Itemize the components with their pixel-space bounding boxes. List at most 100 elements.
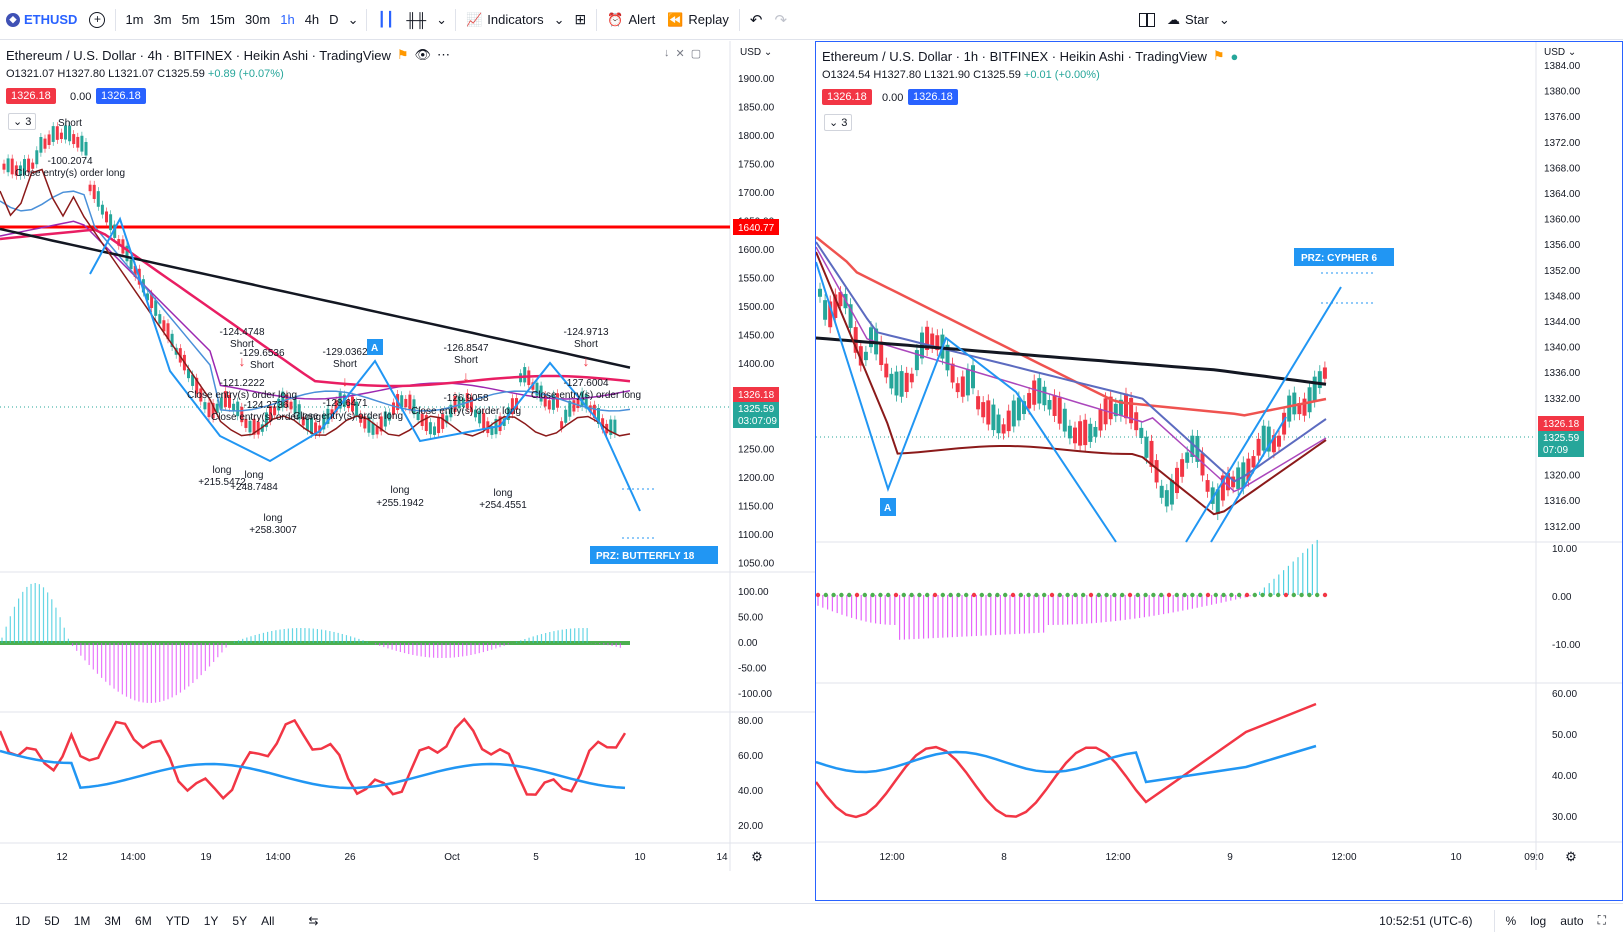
range-1m[interactable]: 1M [73,913,91,928]
chevron-down-icon[interactable]: ⌄ [553,11,565,27]
go-to-date-icon[interactable]: ⇆ [308,913,319,928]
replay-button[interactable]: ⏪ Replay [661,0,735,40]
interval-30m[interactable]: 30m [244,12,271,27]
macd-signal-dot [886,592,891,598]
candle-body [527,370,531,386]
macd-signal-dot [823,592,828,598]
candle-body [1134,412,1139,431]
range-5d[interactable]: 5D [44,913,60,928]
candle-body [359,414,363,423]
candle-body [113,224,117,238]
range-6m[interactable]: 6M [135,913,152,928]
strategy-annotation: +255.1942 [376,498,424,509]
candle-body [203,402,207,410]
candle-body [478,410,482,424]
symbol-search-button[interactable]: ◆ ETHUSD [0,0,83,40]
price-tick-label: 1550.00 [738,274,775,285]
maximize-icon[interactable]: ▢ [690,48,702,60]
close-icon[interactable]: ✕ [675,48,685,60]
bars-style-button[interactable]: ┃┃ [371,0,400,40]
candle-body [1277,435,1281,447]
interval-15m[interactable]: 15m [209,12,235,27]
chart-pane-1h[interactable]: USD ⌄ 1384.00 1380.00 1376.00 1372.00 1368.00… [815,41,1623,901]
candle-body [1149,440,1154,467]
candle-body [1231,476,1236,488]
candle-body [23,159,26,175]
fullscreen-icon[interactable]: ⛶ [1597,913,1606,927]
range-1y[interactable]: 1Y [203,913,219,928]
candle-body [31,162,35,169]
bid-price-button[interactable]: 1326.18 [822,89,872,105]
chart-title: Ethereum / U.S. Dollar · 4h · BITFINEX ·… [6,47,391,63]
chevron-down-icon[interactable]: ⌄ [436,11,448,27]
candle-body [457,396,461,409]
interval-1m[interactable]: 1m [125,12,144,27]
price-tick-label: 1360.00 [1544,215,1581,226]
candle-body [1073,427,1077,444]
ask-price-button[interactable]: 1326.18 [96,88,146,104]
candle-body [818,288,822,297]
harmonic-pattern-line [89,216,641,512]
chevron-down-icon[interactable]: ⌄ [1218,11,1230,27]
candle-body [1307,387,1312,413]
macd-signal-dot [956,592,961,598]
auto-toggle[interactable]: auto [1560,913,1584,928]
range-all[interactable]: All [261,913,275,928]
candle-body [400,395,404,408]
candle-body [576,398,580,409]
star-button[interactable]: ☁ Star [1161,0,1215,40]
ask-price-button[interactable]: 1326.18 [908,89,958,105]
flag-icon[interactable]: ⚑ [1212,48,1225,63]
strategy-annotation: Close entry(s) order long [293,411,403,422]
interval-4h[interactable]: 4h [304,12,320,27]
log-toggle[interactable]: log [1530,913,1547,928]
candle-body [1047,399,1052,410]
candle-body [1215,489,1220,515]
range-3m[interactable]: 3M [104,913,122,928]
alert-button[interactable]: ⏰ Alert [601,0,661,40]
candle-body [236,401,240,417]
candle-body [215,403,219,413]
price-tick-label: 1336.00 [1544,368,1581,379]
indicators-button[interactable]: 📈 Indicators [460,0,550,40]
compare-add-button[interactable]: + [83,0,111,40]
chart-type-button[interactable]: ╫╫ [400,0,432,40]
undo-button[interactable]: ↶ [744,0,769,40]
percent-toggle[interactable]: % [1505,913,1517,928]
countdown-label: 03:07:09 [738,416,777,427]
flag-icon[interactable]: ⚑ [396,47,409,62]
candle-body [1226,472,1230,491]
range-ytd[interactable]: YTD [165,913,190,928]
redo-button[interactable]: ↷ [768,0,793,40]
templates-button[interactable]: ⊞ [569,0,593,40]
chart-pane-4h[interactable]: USD ⌄ 1900.00 1850.00 1800.00 1750.00 1700.00… [0,41,815,901]
macd-signal-dot [1166,592,1172,598]
bid-price-button[interactable]: 1326.18 [6,88,56,104]
arrow-down-icon[interactable]: ↓ [664,47,670,59]
range-5y[interactable]: 5Y [232,913,248,928]
candle-body [129,259,133,270]
series-legend: Ethereum / U.S. Dollar · 4h · BITFINEX ·… [6,47,451,63]
candle-body [592,404,596,418]
rsi-tick-label: 60.00 [738,751,763,762]
candle-body [55,126,59,140]
chart-canvas-1h[interactable]: USD ⌄ 1384.00 1380.00 1376.00 1372.00 1368.00… [816,42,1622,900]
chart-canvas-4h[interactable]: USD ⌄ 1900.00 1850.00 1800.00 1750.00 1700.00… [0,41,815,901]
macd-signal-dot [1057,592,1062,598]
interval-D[interactable]: D [329,12,339,27]
candle-body [404,398,408,408]
interval-3m[interactable]: 3m [153,12,172,27]
interval-5m[interactable]: 5m [181,12,200,27]
indicators-collapse-button[interactable]: ⌄ 3 [8,113,37,130]
indicators-collapse-button[interactable]: ⌄ 3 [824,114,853,131]
macd-signal-dot [1104,592,1109,598]
macd-signal-dot [1182,592,1187,598]
eye-icon[interactable]: 👁 [414,47,432,62]
more-icon[interactable]: ⋯ [437,47,451,62]
interval-1h[interactable]: 1h [280,12,295,27]
chevron-down-icon[interactable]: ⌄ [347,11,359,27]
layout-button[interactable] [1133,0,1161,40]
range-1d[interactable]: 1D [15,913,31,928]
macd-signal-dot [1260,592,1265,598]
timezone-clock[interactable]: 10:52:51 (UTC-6) [1379,913,1473,928]
